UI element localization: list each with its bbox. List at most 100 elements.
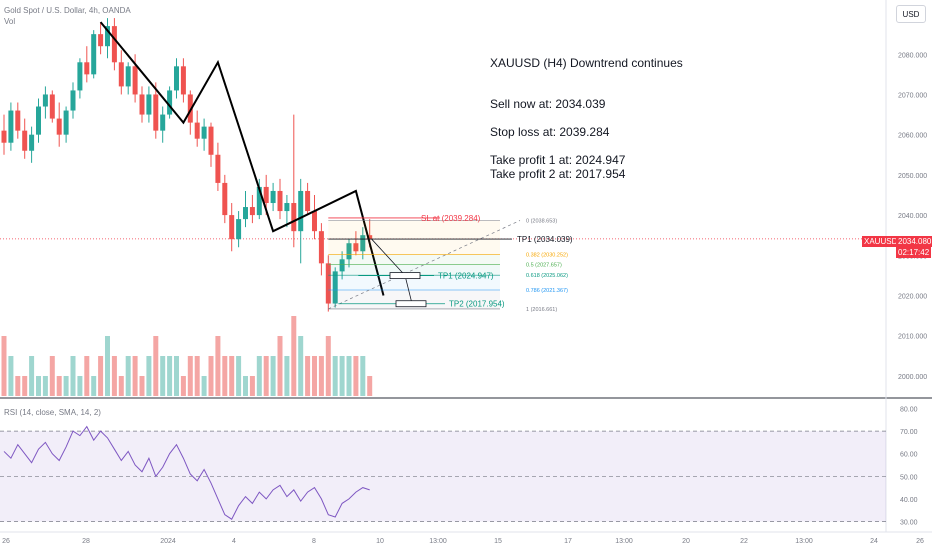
annotation-sell: Sell now at: 2034.039 xyxy=(490,97,606,111)
rsi-legend: RSI (14, close, SMA, 14, 2) xyxy=(4,408,101,417)
candle-body xyxy=(201,126,207,139)
candle-body xyxy=(105,26,110,47)
candle-body xyxy=(174,66,179,91)
candle-body xyxy=(98,34,104,47)
volume-bar xyxy=(215,336,221,396)
time-axis-tick-label: 13:00 xyxy=(429,538,447,545)
candle-body xyxy=(15,110,21,131)
volume-bar xyxy=(84,356,90,396)
candle-body xyxy=(118,62,124,87)
price-axis-tick-label: 2070.000 xyxy=(898,92,927,99)
volume-bar xyxy=(208,356,214,396)
tp2-target-box xyxy=(395,300,427,308)
tp2-label: TP2 (2017.954) xyxy=(449,300,505,309)
rsi-axis-tick-label: 30.00 xyxy=(900,519,918,526)
candle-body xyxy=(63,110,69,135)
annotation-stop: Stop loss at: 2039.284 xyxy=(490,125,610,139)
volume-bar xyxy=(353,356,359,396)
time-axis-tick-label: 28 xyxy=(82,538,90,545)
candle-body xyxy=(249,207,255,216)
price-tag-timer: 02:17:42 xyxy=(896,247,932,258)
candle-body xyxy=(125,66,131,87)
time-axis-tick-label: 26 xyxy=(2,538,10,545)
candle-body xyxy=(325,263,331,304)
candle-body xyxy=(339,259,345,272)
candle-body xyxy=(263,186,269,204)
volume-bar xyxy=(243,376,248,396)
volume-bar xyxy=(180,376,186,396)
volume-bar xyxy=(146,356,152,396)
tp1-label: TP1 (2024.947) xyxy=(438,272,494,281)
fib-zone xyxy=(328,275,500,291)
annotation-title: XAUUSD (H4) Downtrend continues xyxy=(490,56,683,70)
rsi-axis-tick-label: 40.00 xyxy=(900,497,918,504)
candle-body xyxy=(49,94,55,119)
volume-bar xyxy=(139,376,145,396)
volume-bar xyxy=(22,376,28,396)
candle-body xyxy=(70,90,76,111)
entry-label: TP1 (2034.039) xyxy=(517,235,573,244)
volume-bar xyxy=(187,356,193,396)
volume-bar xyxy=(201,376,207,396)
volume-bar xyxy=(153,336,159,396)
volume-bar xyxy=(8,356,14,396)
volume-legend: Vol xyxy=(4,17,16,26)
time-axis-tick-label: 15 xyxy=(494,538,502,545)
price-axis-tick-label: 2060.000 xyxy=(898,133,927,140)
candle-body xyxy=(277,190,283,212)
fib-zone xyxy=(328,264,500,276)
candle-body xyxy=(1,130,7,143)
volume-bar xyxy=(118,376,124,396)
volume-bar xyxy=(91,376,97,396)
price-axis-tick-label: 2020.000 xyxy=(898,294,927,301)
volume-bar xyxy=(312,356,317,396)
price-axis-tick-label: 2050.000 xyxy=(898,173,927,180)
volume-bar xyxy=(284,356,290,396)
time-axis-tick-label: 10 xyxy=(376,538,384,545)
rsi-axis-tick-label: 50.00 xyxy=(900,474,918,481)
volume-bar xyxy=(249,376,255,396)
volume-bar xyxy=(222,356,228,396)
price-axis-tick-label: 2040.000 xyxy=(898,213,927,220)
rsi-line xyxy=(3,425,370,520)
volume-bar xyxy=(49,356,55,396)
candle-body xyxy=(236,219,242,240)
volume-bar xyxy=(298,336,304,396)
candle-body xyxy=(298,190,304,232)
fib-level-label: 0 (2038.653) xyxy=(526,218,557,224)
time-axis-tick-label: 4 xyxy=(232,538,236,545)
candle-body xyxy=(146,94,152,115)
candle-body xyxy=(22,130,28,151)
volume-bar xyxy=(339,356,345,396)
candle-body xyxy=(346,243,352,260)
volume-bar xyxy=(15,376,21,396)
annotation-tp2: Take profit 2 at: 2017.954 xyxy=(490,167,626,181)
candle-body xyxy=(111,26,117,63)
candle-body xyxy=(332,271,338,304)
candle-body xyxy=(222,182,228,216)
price-axis-tick-label: 2010.000 xyxy=(898,334,927,341)
candle-body xyxy=(132,66,138,95)
volume-bar xyxy=(63,376,69,396)
volume-bar xyxy=(125,356,131,396)
candle-body xyxy=(270,190,276,204)
volume-bar xyxy=(325,336,331,396)
fib-level-label: 0.382 (2030.252) xyxy=(526,252,568,258)
fib-zone xyxy=(328,290,500,309)
volume-bar xyxy=(236,356,242,396)
fib-zone xyxy=(328,254,500,265)
time-axis-tick-label: 2024 xyxy=(160,538,176,545)
price-tag-symbol: XAUUSD xyxy=(862,236,900,247)
candle-body xyxy=(312,211,317,232)
candle-body xyxy=(215,154,221,183)
price-axis-tick-label: 2080.000 xyxy=(898,52,927,59)
volume-bar xyxy=(318,356,324,396)
fib-level-label: 0.5 (2027.657) xyxy=(526,263,562,269)
fib-level-label: 0.618 (2025.062) xyxy=(526,273,568,279)
currency-button[interactable]: USD xyxy=(896,5,926,23)
sl-label: SL at (2039.284) xyxy=(421,214,481,223)
annotation-tp1: Take profit 1 at: 2024.947 xyxy=(490,153,626,167)
time-axis-tick-label: 26 xyxy=(916,538,924,545)
volume-bar xyxy=(305,356,311,396)
